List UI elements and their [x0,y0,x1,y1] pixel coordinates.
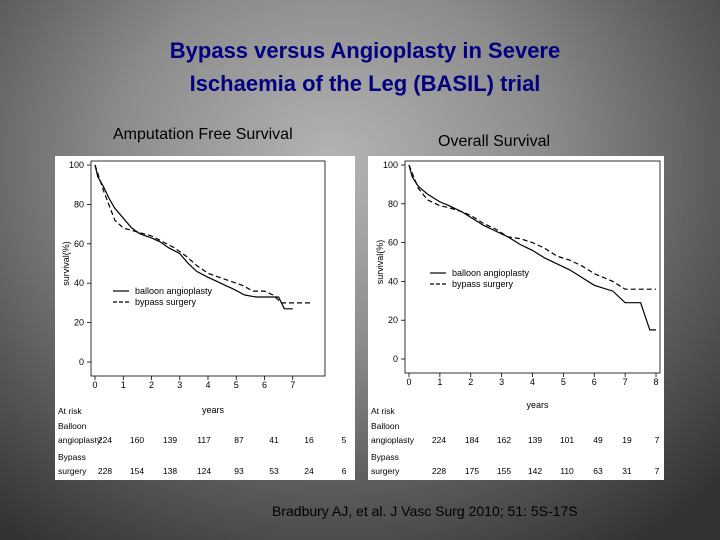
plot-frame [90,160,326,377]
at-risk-value: 41 [269,435,279,445]
y-tick-label: 80 [388,199,398,209]
at-risk-row-label: Balloon [58,421,87,431]
x-tick-label: 0 [406,377,411,387]
at-risk-value: 7 [655,466,660,476]
y-tick-label: 20 [74,318,84,328]
y-tick-label: 0 [79,357,84,367]
at-risk-row-label: Bypass [371,452,399,462]
x-tick-label: 3 [177,380,182,390]
x-tick-label: 2 [149,380,154,390]
at-risk-value: 31 [622,466,632,476]
x-tick-label: 0 [92,380,97,390]
at-risk-value: 110 [560,466,574,476]
y-axis-label: survival(%) [375,240,385,285]
at-risk-value: 160 [130,435,144,445]
at-risk-row-label: surgery [371,466,400,476]
x-tick-label: 7 [290,380,295,390]
at-risk-row-label: Bypass [58,452,86,462]
at-risk-value: 63 [593,466,603,476]
y-tick-label: 80 [74,199,84,209]
at-risk-value: 124 [197,466,211,476]
amputation-free-survival-chart: 0 20 40 60 80 100 survival(%) 0 1 2 3 4 5 6 7 years ball… [55,156,355,480]
at-risk-value: 24 [304,466,314,476]
right-chart-title: Overall Survival [438,133,551,150]
at-risk-value: 101 [560,435,574,445]
y-tick-label: 40 [388,276,398,286]
at-risk-row-label: angioplasty [371,435,415,445]
at-risk-value: 175 [465,466,479,476]
x-tick-label: 2 [468,377,473,387]
at-risk-value: 5 [342,435,347,445]
at-risk-value: 155 [497,466,511,476]
left-chart-title: Amputation Free Survival [113,126,293,143]
legend-label: balloon angioplasty [452,268,530,278]
at-risk-value: 228 [432,466,446,476]
at-risk-value: 7 [655,435,660,445]
citation: Bradbury AJ, et al. J Vasc Surg 2010; 51… [272,503,578,519]
x-tick-label: 1 [437,377,442,387]
at-risk-value: 93 [234,466,244,476]
legend-label: balloon angioplasty [135,286,213,296]
x-tick-label: 4 [205,380,210,390]
y-axis-label: survival(%) [61,241,71,286]
series-line-balloon-angioplasty [408,164,656,331]
x-tick-label: 5 [561,377,566,387]
at-risk-value: 184 [465,435,479,445]
x-tick-label: 1 [121,380,126,390]
at-risk-value: 224 [432,435,446,445]
y-tick-label: 40 [74,278,84,288]
at-risk-value: 228 [98,466,112,476]
x-tick-label: 8 [653,377,658,387]
x-axis-label: years [526,400,549,410]
at-risk-value: 87 [234,435,244,445]
y-tick-label: 60 [388,238,398,248]
overall-survival-chart: 0 20 40 60 80 100 survival(%) 0 1 2 3 4 5 6 7 8 years bal… [368,156,664,480]
y-tick-label: 20 [388,315,398,325]
at-risk-header: At risk [371,406,395,416]
series-line-bypass-surgery [408,164,656,290]
at-risk-row-label: angioplasty [58,435,102,445]
at-risk-value: 142 [528,466,542,476]
at-risk-value: 16 [304,435,314,445]
at-risk-value: 6 [342,466,347,476]
at-risk-value: 49 [593,435,603,445]
at-risk-row-label: surgery [58,466,87,476]
legend-label: bypass surgery [135,297,197,307]
at-risk-value: 224 [98,435,112,445]
x-axis-label: years [202,405,225,415]
y-tick-label: 0 [393,354,398,364]
slide-title: Bypass versus Angioplasty in Severe Isch… [0,34,720,100]
y-tick-label: 100 [383,160,398,170]
x-tick-label: 3 [499,377,504,387]
x-tick-label: 5 [234,380,239,390]
series-line-bypass-surgery [94,164,313,304]
at-risk-value: 53 [269,466,279,476]
at-risk-value: 154 [130,466,144,476]
at-risk-value: 139 [528,435,542,445]
at-risk-value: 138 [163,466,177,476]
at-risk-value: 19 [622,435,632,445]
at-risk-header: At risk [58,406,82,416]
x-tick-label: 6 [592,377,597,387]
plot-frame [404,160,661,374]
x-tick-label: 6 [262,380,267,390]
at-risk-row-label: Balloon [371,421,400,431]
slide-title-line-1: Bypass versus Angioplasty in Severe [169,38,561,63]
at-risk-value: 117 [197,435,211,445]
slide-title-line-2: Ischaemia of the Leg (BASIL) trial [189,71,541,96]
at-risk-value: 162 [497,435,511,445]
y-tick-label: 60 [74,239,84,249]
y-tick-label: 100 [69,160,84,170]
legend-label: bypass surgery [452,279,514,289]
series-line-balloon-angioplasty [94,164,293,310]
x-tick-label: 7 [623,377,628,387]
at-risk-value: 139 [163,435,177,445]
x-tick-label: 4 [530,377,535,387]
